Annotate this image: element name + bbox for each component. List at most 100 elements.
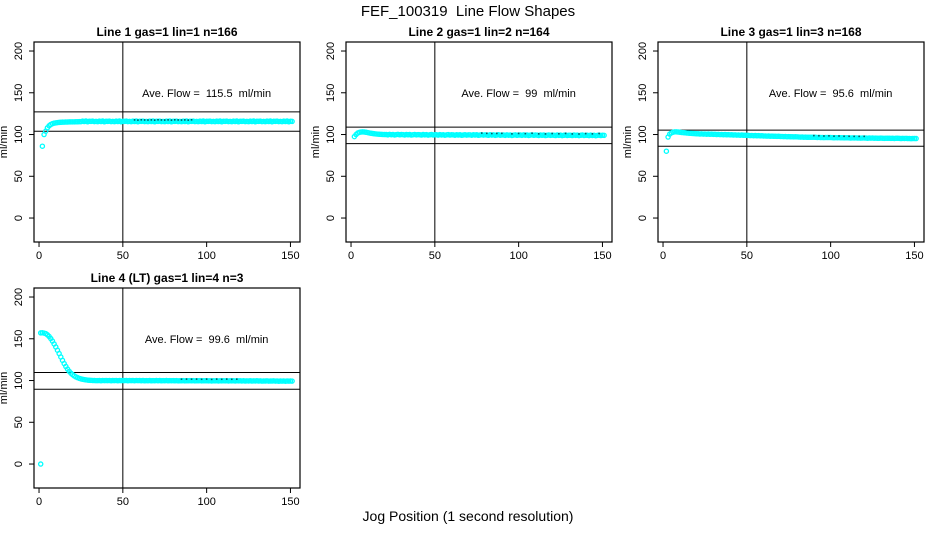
ave-flow-annotation: Ave. Flow = 99 ml/min: [461, 88, 575, 100]
overplot-speck: [823, 135, 825, 137]
overplot-speck: [858, 135, 860, 138]
x-tick-label: 100: [197, 250, 215, 262]
data-point: [663, 148, 670, 154]
overplot-speck: [147, 119, 149, 121]
x-tick-label: 0: [36, 496, 42, 508]
data-point: [289, 118, 295, 125]
overplot-speck: [195, 378, 198, 380]
overplot-speck: [177, 119, 179, 121]
x-tick-label: 100: [821, 250, 839, 262]
y-tick-label: 150: [13, 330, 25, 348]
x-axis-label: Jog Position (1 second resolution): [362, 508, 574, 524]
overplot-speck: [143, 119, 146, 121]
overplot-speck: [480, 132, 483, 134]
overplot-speck: [485, 132, 488, 135]
overplot-speck: [598, 132, 600, 135]
overplot-speck: [524, 132, 527, 135]
x-tick-label: 50: [741, 250, 753, 262]
overplot-speck: [571, 133, 574, 135]
overplot-speck: [190, 119, 193, 121]
y-axis-label: ml/min: [0, 126, 10, 158]
overplot-speck: [187, 119, 190, 121]
plot-box: [33, 287, 301, 489]
y-tick-label: 0: [637, 215, 649, 221]
overplot-speck: [137, 119, 139, 121]
overplot-speck: [551, 132, 553, 135]
overplot-speck: [236, 378, 238, 380]
y-tick-label: 100: [13, 371, 25, 389]
overplot-speck: [170, 119, 173, 121]
x-tick-label: 150: [281, 250, 299, 262]
y-tick-label: 200: [325, 42, 337, 60]
panel-4: 0 50 100 150 0 50 100 150 200 ml/min Line 4 (LT) g…: [0, 271, 301, 508]
y-tick-label: 200: [13, 288, 25, 306]
data-point: [289, 378, 295, 384]
overplot-speck: [511, 133, 513, 135]
overplot-speck: [215, 378, 218, 380]
data-point: [601, 132, 607, 139]
x-tick-label: 150: [593, 250, 611, 262]
overplot-speck: [591, 133, 594, 135]
overplot-speck: [838, 135, 840, 137]
overplot-speck: [230, 378, 233, 381]
overplot-speck: [544, 133, 547, 135]
overplot-speck: [200, 378, 203, 381]
overplot-speck: [185, 378, 188, 380]
ave-flow-annotation: Ave. Flow = 115.5 ml/min: [142, 88, 271, 100]
y-tick-label: 200: [13, 42, 25, 60]
x-tick-label: 0: [348, 250, 354, 262]
overplot-speck: [190, 378, 193, 380]
overplot-speck: [813, 134, 815, 137]
y-tick-label: 200: [637, 42, 649, 60]
data-points: [39, 118, 295, 149]
data-point: [39, 143, 46, 149]
x-tick-label: 100: [509, 250, 527, 262]
data-points: [37, 330, 295, 467]
x-tick-label: 0: [660, 250, 666, 262]
y-tick-label: 0: [325, 215, 337, 221]
x-tick-label: 150: [281, 496, 299, 508]
overplot-speck: [180, 119, 183, 121]
overplot-speck: [220, 378, 223, 381]
y-tick-label: 50: [637, 170, 649, 182]
overplot-speck: [157, 119, 159, 121]
y-axis-label: ml/min: [622, 126, 634, 158]
y-tick-label: 100: [325, 125, 337, 143]
y-tick-label: 50: [13, 416, 25, 428]
y-tick-label: 0: [13, 215, 25, 221]
overplot-speck: [496, 132, 498, 135]
y-tick-label: 100: [637, 125, 649, 143]
data-points: [351, 129, 607, 140]
panel-title: Line 3 gas=1 lin=3 n=168: [720, 25, 861, 39]
ave-flow-annotation: Ave. Flow = 99.6 ml/min: [145, 334, 269, 346]
x-tick-label: 50: [117, 496, 129, 508]
overplot-speck: [163, 119, 166, 121]
ave-flow-annotation: Ave. Flow = 95.6 ml/min: [769, 88, 893, 100]
overplot-speck: [167, 119, 169, 121]
overplot-speck: [843, 135, 845, 138]
x-tick-label: 50: [117, 250, 129, 262]
panel-2: 0 50 100 150 0 50 100 150 200 ml/min Line 2 gas=1 …: [310, 25, 613, 262]
overplot-speck: [578, 133, 580, 135]
overplot-speck: [210, 378, 213, 381]
overplot-speck: [225, 378, 228, 380]
figure-title: FEF_100319 Line Flow Shapes: [360, 3, 576, 20]
y-tick-label: 0: [13, 461, 25, 467]
overplot-speck: [584, 132, 587, 135]
overplot-speck: [205, 378, 208, 380]
x-tick-label: 150: [905, 250, 923, 262]
overplot-speck: [564, 132, 567, 135]
data-point-outlier: [37, 461, 44, 467]
y-tick-label: 150: [637, 84, 649, 102]
y-tick-label: 50: [13, 170, 25, 182]
plot-box: [33, 41, 301, 243]
data-points: [663, 129, 919, 154]
panel-1: 0 50 100 150 0 50 100 150 200 ml/min Line 1 gas=1 …: [0, 25, 301, 262]
overplot-speck: [848, 135, 850, 138]
y-tick-label: 50: [325, 170, 337, 182]
panel-title: Line 1 gas=1 lin=1 n=166: [96, 25, 237, 39]
overplot-speck: [491, 132, 493, 135]
overplot-speck: [133, 119, 136, 121]
